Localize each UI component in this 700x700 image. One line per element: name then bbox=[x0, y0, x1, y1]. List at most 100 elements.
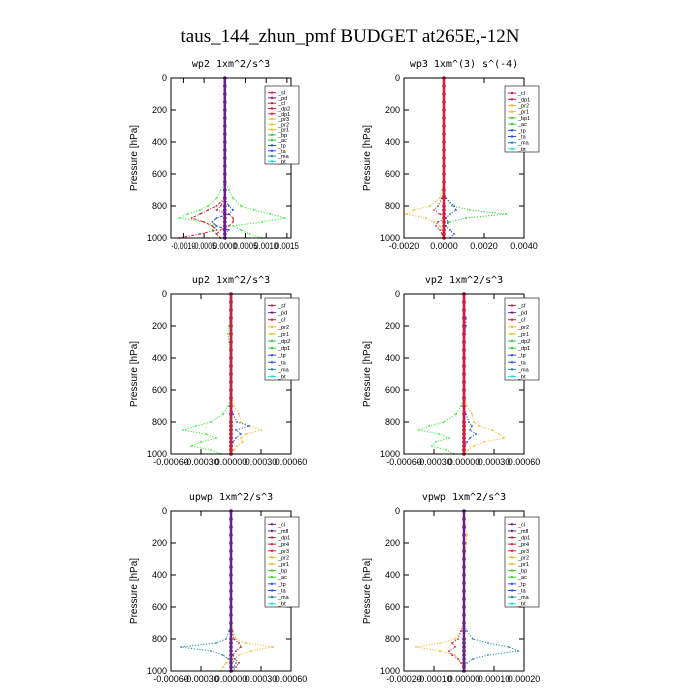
panel-title: vpwp 1xm^2/s^3 bbox=[422, 492, 506, 503]
series-line-dp2 bbox=[182, 294, 232, 455]
y-tick-label: 400 bbox=[152, 570, 167, 580]
series-point bbox=[245, 433, 247, 435]
y-tick-label: 1000 bbox=[147, 233, 167, 243]
series-point bbox=[223, 92, 227, 96]
legend-label: _tp bbox=[517, 582, 526, 588]
legend-marker bbox=[510, 98, 514, 101]
legend-label: _pd bbox=[517, 311, 527, 317]
y-tick-label: 800 bbox=[152, 417, 167, 427]
series-point bbox=[238, 654, 240, 656]
panel-1: wp2 1xm^2/s^3 Pressure [hPa] 0 200 400 600 800… bbox=[129, 59, 300, 251]
series-point bbox=[223, 224, 227, 228]
series-point bbox=[415, 646, 417, 648]
series-point bbox=[471, 425, 473, 427]
legend-label: _pr4 bbox=[517, 542, 529, 548]
x-tick-label: 0.00000 bbox=[215, 457, 248, 467]
legend-marker bbox=[510, 589, 514, 592]
x-tick-label: -0.00060 bbox=[153, 457, 189, 467]
series-point bbox=[236, 421, 238, 423]
series-point bbox=[229, 589, 233, 593]
series-point bbox=[435, 441, 437, 443]
series-point bbox=[468, 421, 470, 423]
x-tick-label: -0.00010 bbox=[416, 674, 452, 684]
series-point bbox=[240, 421, 242, 423]
series-point bbox=[229, 388, 233, 392]
legend-marker bbox=[270, 556, 274, 559]
series-point bbox=[211, 221, 214, 223]
series-point bbox=[248, 425, 250, 427]
x-tick-label: -0.00060 bbox=[153, 674, 189, 684]
panel-5: upwp 1xm^2/s^3 Pressure [hPa] 0 200 400 600 80… bbox=[129, 492, 307, 684]
series-point bbox=[240, 205, 243, 207]
legend-marker bbox=[270, 107, 274, 110]
series-point bbox=[462, 641, 466, 645]
y-tick-label: 200 bbox=[152, 321, 167, 331]
legend-marker bbox=[510, 375, 514, 378]
series-point bbox=[462, 444, 466, 448]
y-tick-label: 600 bbox=[385, 385, 400, 395]
series-point bbox=[248, 233, 251, 235]
series-point bbox=[229, 348, 233, 352]
x-tick-label: 0.00060 bbox=[275, 457, 308, 467]
series-point bbox=[439, 650, 441, 652]
legend-label: _tp bbox=[517, 128, 526, 134]
series-point bbox=[445, 449, 447, 451]
legend-label: _bp bbox=[517, 569, 527, 575]
legend-marker bbox=[510, 141, 514, 144]
series-point bbox=[229, 605, 233, 609]
x-tick-label: 0.00020 bbox=[508, 674, 541, 684]
legend-label: _ma bbox=[277, 154, 290, 160]
series-point bbox=[462, 645, 466, 649]
series-point bbox=[442, 196, 446, 200]
legend-label: _ta bbox=[517, 588, 527, 594]
x-tick-label: 0.00030 bbox=[245, 457, 278, 467]
legend-marker bbox=[510, 147, 514, 151]
series-point bbox=[460, 662, 462, 664]
series-point bbox=[462, 440, 466, 444]
figure-title: taus_144_zhun_pmf BUDGET at265E,-12N bbox=[181, 26, 520, 47]
legend-label: _bp bbox=[277, 133, 287, 139]
series-point bbox=[462, 637, 466, 641]
legend-label: _ta bbox=[517, 360, 527, 366]
legend-marker bbox=[510, 110, 514, 113]
legend-label: _cl bbox=[517, 318, 525, 324]
legend-label: _bt bbox=[517, 147, 526, 153]
legend-label: _ma bbox=[517, 367, 530, 373]
series-point bbox=[442, 220, 446, 224]
series-point bbox=[235, 437, 237, 439]
legend-marker bbox=[510, 368, 514, 371]
legend-marker bbox=[510, 562, 514, 566]
series-point bbox=[487, 654, 489, 656]
series-point bbox=[260, 429, 262, 431]
series-point bbox=[229, 396, 233, 400]
series-point bbox=[462, 308, 466, 312]
legend-label: _dp1 bbox=[277, 536, 290, 542]
series-point bbox=[190, 445, 192, 447]
legend-label: _pd bbox=[277, 311, 287, 317]
series-point bbox=[225, 662, 227, 664]
series-point bbox=[242, 441, 244, 443]
series-point bbox=[229, 621, 233, 625]
series-point bbox=[462, 388, 466, 392]
series-point bbox=[462, 589, 466, 593]
series-point bbox=[442, 124, 446, 128]
series-point bbox=[462, 300, 466, 304]
series-point bbox=[442, 232, 446, 236]
legend-label: _pd bbox=[277, 96, 287, 102]
series-point bbox=[503, 437, 505, 439]
series-point bbox=[229, 597, 233, 601]
panel-6: vpwp 1xm^2/s^3 Pressure [hPa] 0 200 400 600 80… bbox=[362, 492, 540, 684]
y-tick-label: 0 bbox=[162, 289, 167, 299]
series-point bbox=[462, 629, 466, 633]
series-point bbox=[462, 316, 466, 320]
y-axis-label: Pressure [hPa] bbox=[362, 125, 373, 191]
series-point bbox=[454, 646, 456, 648]
series-point bbox=[207, 209, 210, 211]
series-point bbox=[465, 542, 468, 544]
legend-marker bbox=[270, 368, 274, 371]
series-point bbox=[228, 189, 230, 191]
series-point bbox=[442, 148, 446, 152]
series-point bbox=[200, 441, 202, 443]
series-point bbox=[475, 433, 477, 435]
legend-label: _dp1 bbox=[277, 346, 290, 352]
